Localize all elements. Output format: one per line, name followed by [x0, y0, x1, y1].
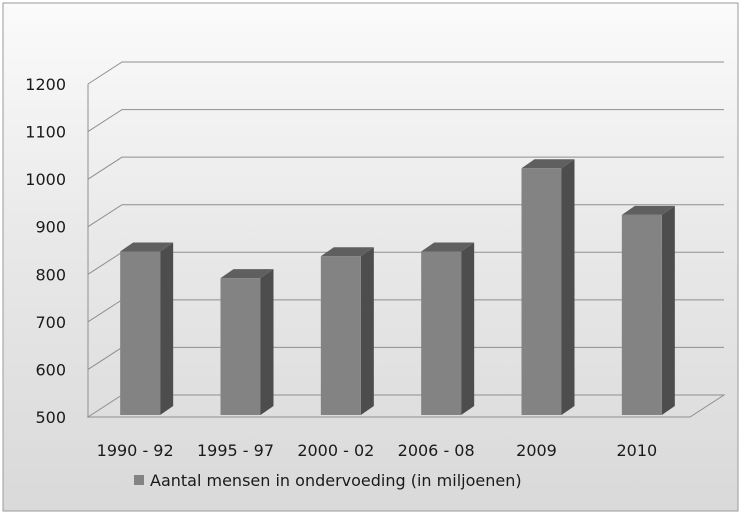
bar-side: [160, 242, 174, 415]
y-tick-label: 1100: [25, 123, 66, 142]
y-tick-label: 800: [35, 265, 66, 284]
bar-top: [621, 205, 675, 215]
bar: [120, 242, 174, 415]
bar: [621, 205, 675, 415]
y-tick-label: 1200: [25, 75, 66, 94]
bar-front: [220, 278, 261, 415]
bar-front: [120, 251, 161, 415]
bar: [220, 269, 274, 415]
floor: [86, 394, 726, 418]
bars: [120, 159, 675, 415]
gridline: [87, 61, 724, 85]
bar: [320, 247, 374, 415]
y-axis: 500 600 700 800 900 1000 1100 1200: [25, 75, 66, 427]
x-tick-label: 2000 - 02: [297, 441, 374, 460]
legend-label: Aantal mensen in ondervoeding (in miljoe…: [150, 471, 522, 490]
x-axis: 1990 - 92 1995 - 97 2000 - 02 2006 - 08 2009…: [97, 441, 658, 460]
bar: [521, 159, 575, 415]
x-tick-label: 1995 - 97: [197, 441, 274, 460]
bar-front: [421, 251, 462, 415]
bar-front: [621, 214, 662, 415]
x-tick-label: 2006 - 08: [398, 441, 475, 460]
gridline: [87, 109, 724, 132]
bar-top: [320, 247, 374, 257]
bar-side: [661, 205, 675, 415]
bar-top: [120, 242, 174, 252]
y-tick-label: 500: [35, 408, 66, 427]
bar: [421, 242, 475, 415]
bar-front: [521, 168, 562, 415]
bar-top: [220, 269, 274, 279]
bar-top: [521, 159, 575, 169]
bar-front: [320, 256, 361, 415]
gridline: [87, 156, 724, 180]
y-tick-label: 700: [35, 313, 66, 332]
bar-side: [360, 247, 374, 415]
bar-side: [561, 159, 575, 415]
y-tick-label: 600: [35, 360, 66, 379]
bar-top: [421, 242, 475, 252]
x-tick-label: 1990 - 92: [97, 441, 174, 460]
bar-side: [260, 269, 274, 415]
y-tick-label: 900: [35, 218, 66, 237]
y-tick-label: 1000: [25, 170, 66, 189]
bar-side: [461, 242, 475, 415]
x-tick-label: 2009: [516, 441, 557, 460]
legend: Aantal mensen in ondervoeding (in miljoe…: [134, 471, 522, 490]
legend-swatch: [134, 475, 144, 485]
x-tick-label: 2010: [616, 441, 657, 460]
